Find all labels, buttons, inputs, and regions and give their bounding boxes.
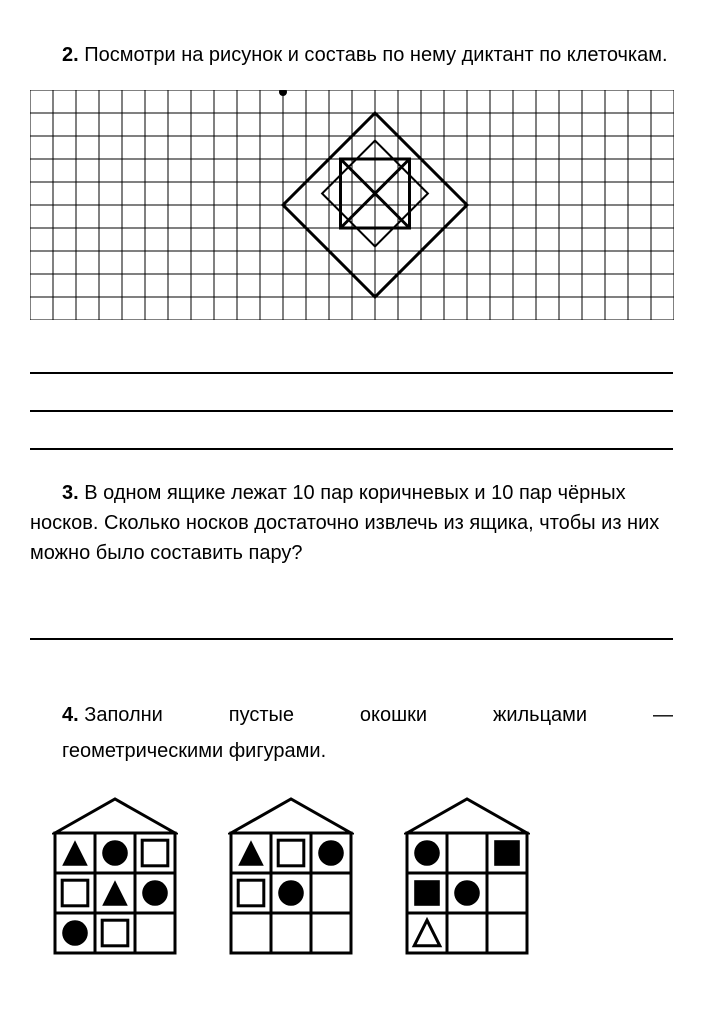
writing-line[interactable]	[30, 414, 673, 450]
task-3-text: 3. В одном ящике лежат 10 пар коричневых…	[30, 478, 673, 568]
writing-lines[interactable]	[30, 338, 673, 450]
task-4-word: окошки	[328, 700, 427, 730]
task-3-number: 3.	[62, 482, 79, 504]
task-3: 3. В одном ящике лежат 10 пар коричневых…	[30, 478, 673, 640]
writing-line[interactable]	[30, 376, 673, 412]
task-4-word: Заполни	[84, 704, 163, 726]
grid-svg	[30, 90, 674, 320]
grid-figure	[30, 90, 673, 320]
task-4-word: —	[621, 700, 673, 730]
task-4-line1: 4. Заполни пустые окошки жильцами —	[30, 700, 673, 730]
task-2-number: 2.	[62, 44, 79, 66]
house-figure	[404, 796, 530, 956]
task-4: 4. Заполни пустые окошки жильцами — геом…	[30, 700, 673, 956]
houses-row	[30, 796, 673, 956]
task-4-word: жильцами	[461, 700, 587, 730]
house-figure	[52, 796, 178, 956]
task-2-body: Посмотри на рисунок и составь по нему ди…	[84, 44, 667, 66]
task-4-word: пустые	[197, 700, 294, 730]
task-3-body: В одном ящике лежат 10 пар коричневых и …	[30, 482, 659, 564]
house-figure	[228, 796, 354, 956]
task-4-text: 4. Заполни пустые окошки жильцами — геом…	[30, 700, 673, 766]
task-2: 2. Посмотри на рисунок и составь по нему…	[30, 40, 673, 450]
answer-line[interactable]	[30, 608, 673, 640]
task-4-line2: геометрическими фигурами.	[30, 736, 673, 766]
task-2-text: 2. Посмотри на рисунок и составь по нему…	[30, 40, 673, 70]
writing-line[interactable]	[30, 338, 673, 374]
task-4-number: 4.	[62, 704, 79, 726]
